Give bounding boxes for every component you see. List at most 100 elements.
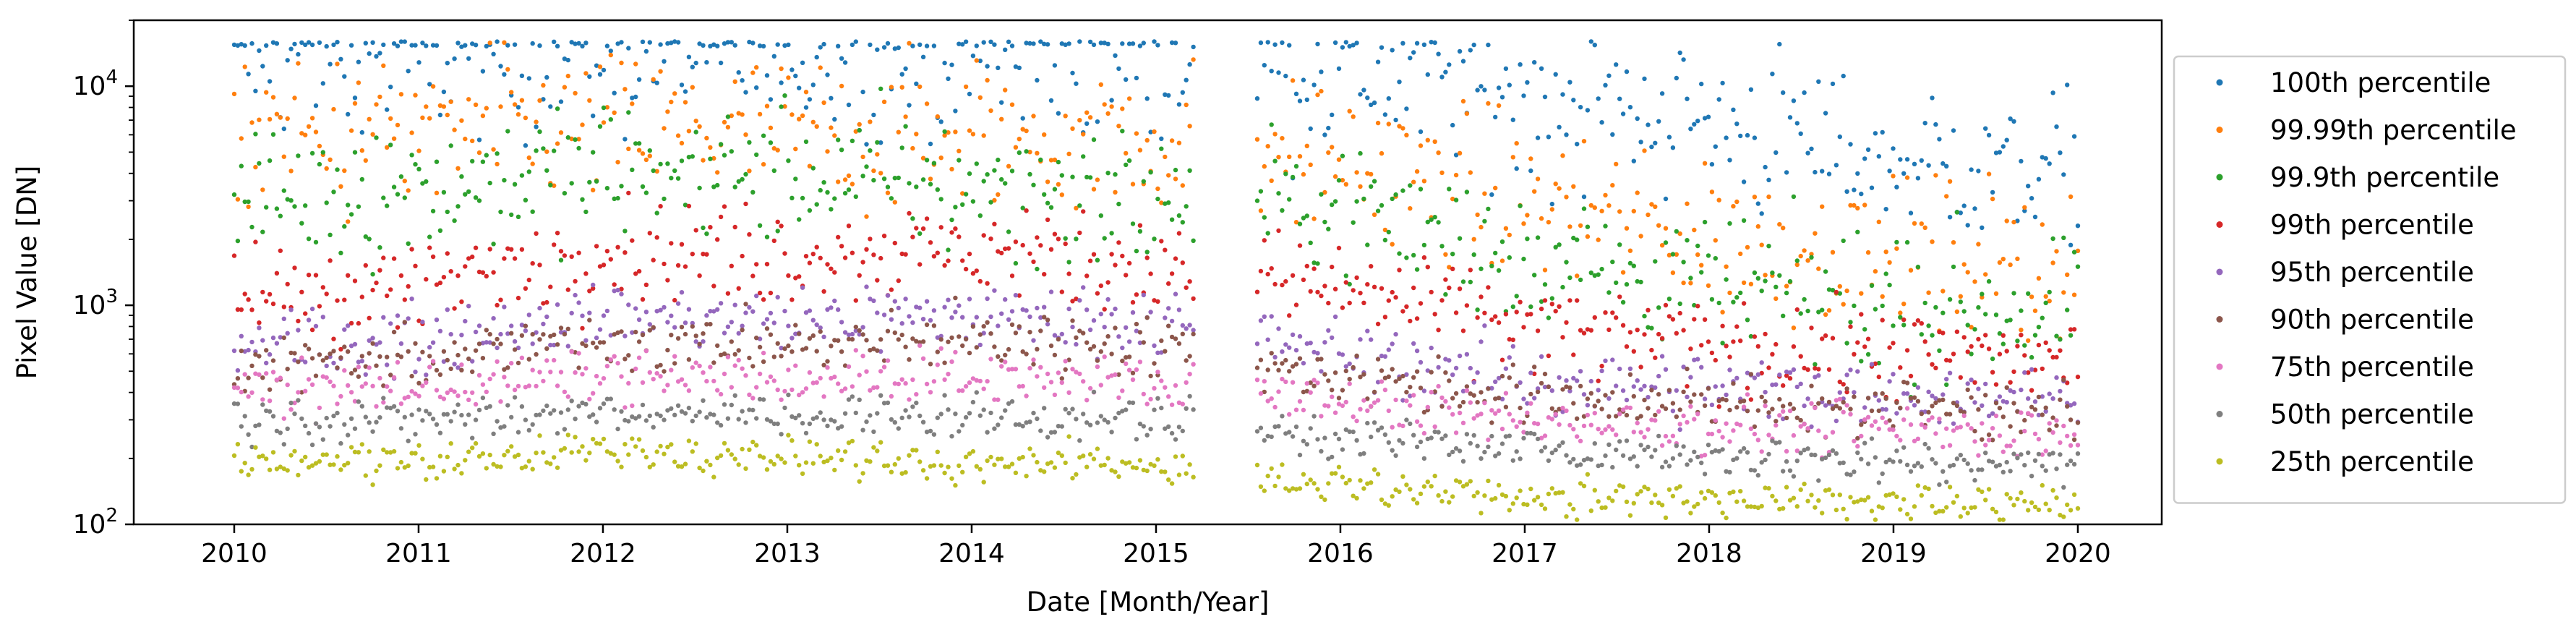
data-point <box>1479 390 1484 395</box>
data-point <box>1393 379 1398 384</box>
data-point <box>1713 357 1718 363</box>
data-point <box>523 464 529 469</box>
data-point <box>1397 489 1402 495</box>
data-point <box>1453 430 1459 435</box>
data-point <box>1777 396 1782 402</box>
data-point <box>1375 120 1381 126</box>
data-point <box>1944 377 1949 382</box>
data-point <box>278 464 283 469</box>
data-point <box>814 349 819 354</box>
data-point <box>1958 425 1963 430</box>
data-point <box>743 373 748 378</box>
data-point <box>2015 344 2020 349</box>
data-point <box>352 449 358 455</box>
data-point <box>800 471 805 477</box>
data-point <box>896 456 902 461</box>
data-point <box>1620 388 1626 393</box>
data-point <box>910 320 915 325</box>
data-point <box>242 64 247 69</box>
data-point <box>434 367 440 373</box>
data-point <box>1823 333 1828 338</box>
data-point <box>928 428 933 434</box>
data-point <box>1535 495 1541 500</box>
data-point <box>1894 184 1899 189</box>
data-point <box>346 432 351 438</box>
data-point <box>391 448 397 454</box>
data-point <box>779 456 784 461</box>
data-point <box>509 444 514 449</box>
data-point <box>2061 423 2066 429</box>
data-point <box>594 63 599 68</box>
data-point <box>1951 428 1956 433</box>
data-point <box>473 43 479 48</box>
data-point <box>679 290 685 295</box>
data-point <box>1859 497 1864 503</box>
data-point <box>1891 174 1896 179</box>
data-point <box>732 351 737 357</box>
data-point <box>981 386 986 391</box>
data-point <box>1393 117 1398 123</box>
data-point <box>1610 183 1615 188</box>
data-point <box>246 199 251 205</box>
data-point <box>669 442 674 447</box>
data-point <box>1855 229 1860 234</box>
data-point <box>896 337 902 342</box>
data-point <box>1539 435 1544 440</box>
data-point <box>370 40 375 45</box>
data-point <box>342 223 347 229</box>
data-point <box>1163 154 1168 160</box>
data-point <box>1614 62 1619 67</box>
data-point <box>782 346 787 351</box>
data-point <box>743 466 748 472</box>
x-tick-label: 2016 <box>1307 539 1374 568</box>
data-point <box>1813 231 1818 236</box>
data-point <box>338 467 343 472</box>
data-point <box>693 228 698 233</box>
data-point <box>452 340 457 345</box>
data-point <box>1706 443 1711 448</box>
data-point <box>651 425 656 430</box>
data-point <box>1272 354 1278 360</box>
data-point <box>1809 383 1814 388</box>
data-point <box>1755 438 1760 443</box>
data-point <box>381 255 386 260</box>
data-point <box>1301 438 1306 443</box>
data-point <box>519 355 525 360</box>
data-point <box>470 158 475 164</box>
data-point <box>2068 459 2074 464</box>
data-point <box>1631 393 1636 399</box>
data-point <box>615 195 620 201</box>
data-point <box>1276 191 1281 196</box>
data-point <box>1653 412 1658 418</box>
data-point <box>473 348 479 353</box>
data-point <box>2036 325 2042 330</box>
data-point <box>1823 488 1828 493</box>
data-point <box>1692 302 1697 308</box>
data-point <box>591 286 596 291</box>
data-point <box>1414 41 1420 46</box>
data-point <box>2001 333 2006 338</box>
data-point <box>1137 223 1143 228</box>
data-point <box>267 291 273 297</box>
data-point <box>718 391 724 397</box>
data-point <box>398 401 404 406</box>
data-point <box>1340 45 1345 50</box>
data-point <box>487 452 492 458</box>
data-point <box>1319 192 1324 197</box>
data-point <box>917 42 923 47</box>
data-point <box>385 354 390 359</box>
data-point <box>1802 422 1807 427</box>
data-point <box>1990 426 1995 431</box>
data-point <box>881 365 887 370</box>
data-point <box>924 476 930 481</box>
data-point <box>1471 393 1476 398</box>
data-point <box>999 100 1004 105</box>
data-point <box>395 43 401 48</box>
data-point <box>842 449 848 454</box>
data-point <box>1027 419 1032 425</box>
data-point <box>395 409 401 414</box>
data-point <box>2022 370 2027 375</box>
data-point <box>1475 370 1480 375</box>
data-point <box>1372 400 1377 405</box>
